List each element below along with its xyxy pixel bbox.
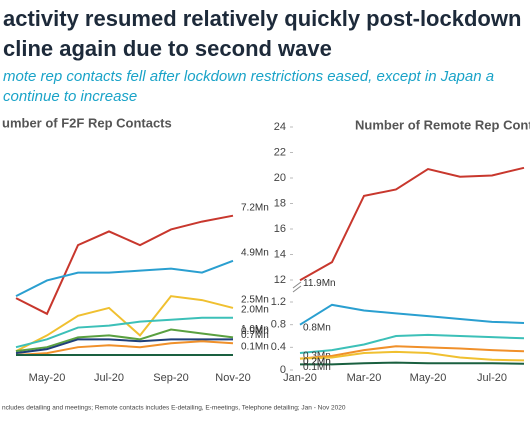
series-line [299,333,525,354]
value-label: 0.1Mn [303,362,331,373]
x-tick-label: Jul-20 [94,372,124,384]
value-label: 11.9Mn [303,278,336,289]
slide-subtitle: mote rep contacts fell after lockdown re… [3,68,494,85]
series-line [299,350,525,362]
value-label: 0.2Mn [303,356,331,367]
value-label: 0.2Mn [303,356,331,367]
series-line [299,166,525,282]
value-label: 0.3Mn [303,351,331,362]
series-line [15,295,234,353]
value-label: 0.7Mn [241,330,269,341]
y-tick-label: 14 [274,248,286,260]
slide-title: cline again due to second wave [3,36,332,61]
series-line [15,214,234,316]
axis-break [292,285,302,293]
y-tick-label: 0.4 [271,341,286,353]
value-label: 2.5Mn [241,295,269,306]
x-tick-label: Nov-20 [215,372,250,384]
series-line [15,259,234,298]
slide-subtitle: continue to increase [3,88,137,105]
y-tick-label: 0.8 [271,319,286,331]
y-tick-label: 0 [280,364,286,376]
y-tick-label: 12 [274,274,286,286]
x-tick-label: May-20 [410,372,447,384]
value-label: 0.1Mn [241,342,269,353]
value-label: 2.0Mn [241,304,269,315]
axis-break [292,281,302,289]
y-tick-label: 18 [274,197,286,209]
value-label: 0.9Mn [241,326,269,337]
y-tick-label: 20 [274,172,286,184]
value-label: 0.8Mn [303,322,331,333]
series-line [15,340,234,357]
value-label: 4.9Mn [241,247,269,258]
x-tick-label: Mar-20 [347,372,382,384]
x-tick-label: May-20 [29,372,66,384]
chart-title: Number of Remote Rep Conta [355,117,530,132]
y-tick-label: 22 [274,146,286,158]
series-line [299,303,525,326]
x-tick-label: Jan-20 [283,372,317,384]
series-line [299,345,525,360]
x-tick-label: Jul-20 [477,372,507,384]
series-line [300,361,525,366]
series-line [15,328,234,353]
footnote: ncludes detailing and meetings; Remote c… [2,405,346,412]
chart-title: umber of F2F Rep Contacts [2,115,172,130]
y-tick-label: 24 [274,121,286,133]
series-line [15,338,233,355]
y-tick-label: 16 [274,223,286,235]
slide-title: activity resumed relatively quickly post… [3,6,521,31]
value-label: 7.2Mn [241,202,269,213]
value-label: 1.0Mn [241,324,269,335]
series-line [15,316,233,349]
x-tick-label: Sep-20 [153,372,188,384]
y-tick-label: 1.2 [271,296,286,308]
